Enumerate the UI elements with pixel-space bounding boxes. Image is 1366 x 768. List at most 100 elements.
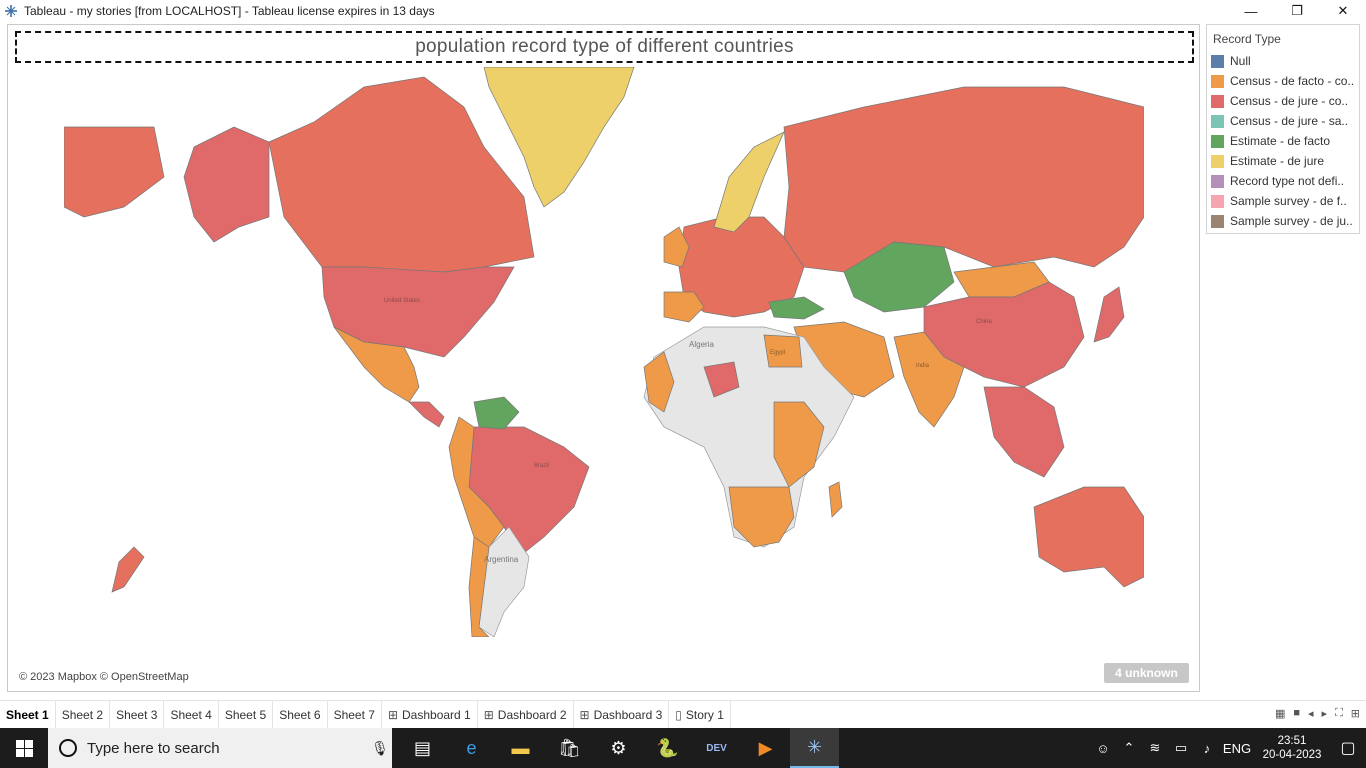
legend-swatch (1211, 54, 1224, 68)
tab-sheet-4[interactable]: Sheet 4 (164, 700, 219, 729)
map-region-east-africa[interactable] (773, 401, 825, 488)
settings-gear-icon[interactable]: ⚙ (610, 737, 627, 758)
wifi-icon[interactable]: ≋ (1149, 740, 1161, 755)
legend-item[interactable]: Sample survey - de ju.. (1207, 211, 1359, 231)
map-country-australia[interactable] (1033, 486, 1144, 588)
legend-swatch (1211, 214, 1224, 228)
legend-item[interactable]: Record type not defi.. (1207, 171, 1359, 191)
notification-center-icon[interactable]: ▢ (1340, 740, 1356, 757)
map-country-canada[interactable] (268, 76, 535, 273)
map-country-venezuela[interactable] (473, 396, 520, 430)
start-button[interactable] (0, 728, 48, 768)
close-button[interactable]: ✕ (1337, 3, 1349, 18)
legend-label: Estimate - de facto (1230, 134, 1331, 148)
legend-swatch (1211, 94, 1224, 108)
microsoft-store-icon[interactable]: 🛍 (558, 737, 581, 758)
task-view-icon[interactable]: ▤ (413, 737, 431, 758)
tab-dashboard-2[interactable]: ⊞ Dashboard 2 (478, 700, 574, 729)
tab-sheet-2[interactable]: Sheet 2 (56, 700, 111, 729)
map-attribution[interactable]: © 2023 Mapbox © OpenStreetMap (19, 671, 189, 683)
map-region-scandinavia[interactable] (713, 131, 785, 233)
dashboard-icon: ⊞ (387, 707, 398, 722)
microphone-icon[interactable]: 🎙 (371, 739, 389, 756)
dashboard-icon: ⊞ (579, 707, 590, 722)
taskbar-search-box[interactable]: Type here to search 🎙 (48, 728, 392, 768)
map-country-new-zealand[interactable] (111, 546, 145, 593)
media-player-icon[interactable]: ▶ (758, 737, 773, 758)
sheet-sorter-icon[interactable]: ⊞ (1350, 708, 1360, 720)
map-country-niger[interactable] (703, 361, 740, 398)
legend-swatch (1211, 154, 1224, 168)
system-clock[interactable]: 23:51 20-04-2023 (1254, 734, 1330, 762)
map-country-madagascar[interactable] (828, 481, 843, 518)
tab-sheet-6[interactable]: Sheet 6 (273, 700, 328, 729)
language-indicator[interactable]: ENG (1222, 740, 1252, 756)
map-country-alaska[interactable] (183, 126, 270, 243)
legend-item[interactable]: Census - de facto - co.. (1207, 71, 1359, 91)
legend-item[interactable]: Estimate - de facto (1207, 131, 1359, 151)
map-country-chile[interactable] (468, 536, 490, 637)
color-legend: Record Type Null Census - de facto - co..… (1206, 24, 1360, 234)
legend-item[interactable]: Census - de jure - co.. (1207, 91, 1359, 111)
tableau-taskbar-icon[interactable]: ✳ (790, 728, 839, 768)
legend-item[interactable]: Sample survey - de f.. (1207, 191, 1359, 211)
show-hidden-icons-chevron-icon[interactable]: ⌃ (1123, 740, 1135, 755)
tab-dashboard-1[interactable]: ⊞ Dashboard 1 (382, 700, 478, 729)
legend-item[interactable]: Null (1207, 51, 1359, 71)
map-country-egypt[interactable] (763, 334, 803, 368)
tab-label: Sheet 6 (279, 707, 321, 722)
legend-item[interactable]: Census - de jure - sa.. (1207, 111, 1359, 131)
map-country-kazakhstan[interactable] (843, 241, 955, 313)
map-country-india[interactable] (893, 331, 965, 428)
file-explorer-icon[interactable]: ▬ (511, 737, 530, 758)
show-filmstrip-icon[interactable]: ▦ (1274, 708, 1286, 720)
restore-button[interactable]: ❐ (1291, 3, 1303, 18)
map-region-southeast-asia[interactable] (983, 386, 1065, 478)
python-icon[interactable]: 🐍 (656, 737, 679, 758)
sheet-title[interactable]: population record type of different coun… (15, 31, 1194, 63)
tab-label: Sheet 3 (116, 707, 158, 722)
map-country-turkey[interactable] (768, 296, 825, 320)
tab-sheet-5[interactable]: Sheet 5 (219, 700, 274, 729)
system-tray: ☺ ⌃ ≋ ▭ ♪ ENG 23:51 20-04-2023 ▢ (1090, 728, 1366, 768)
battery-icon[interactable]: ▭ (1174, 740, 1188, 755)
map-country-greenland[interactable] (483, 67, 635, 208)
legend-label: Estimate - de jure (1230, 154, 1325, 168)
tab-sheet-3[interactable]: Sheet 3 (110, 700, 165, 729)
map-region-africa[interactable] (643, 326, 855, 548)
taskbar-apps: ▤ e ▬ 🛍 ⚙ 🐍 DEV ▶ ✳ (398, 728, 839, 768)
tab-dashboard-3[interactable]: ⊞ Dashboard 3 (574, 700, 670, 729)
map-country-japan[interactable] (1093, 286, 1125, 343)
tab-sheet-1[interactable]: Sheet 1 (0, 700, 56, 729)
map-country-mexico[interactable] (333, 326, 420, 403)
tab-sheet-7[interactable]: Sheet 7 (328, 700, 382, 729)
world-map[interactable]: Algeria United States India China Brazil… (64, 67, 1144, 637)
scroll-right-icon[interactable]: ▸ (1321, 708, 1328, 720)
minimize-button[interactable]: — (1244, 3, 1258, 19)
map-region-southern-africa[interactable] (728, 486, 795, 548)
map-country-russia-east[interactable] (64, 126, 165, 218)
map-country-russia[interactable] (783, 86, 1144, 273)
tab-label: Sheet 2 (61, 707, 104, 722)
map-region-west-africa[interactable] (643, 351, 675, 413)
unknown-count-badge[interactable]: 4 unknown (1104, 663, 1189, 683)
clock-date: 20-04-2023 (1262, 749, 1322, 761)
legend-label: Null (1230, 54, 1251, 68)
map-country-spain[interactable] (663, 291, 705, 323)
dev-cpp-icon[interactable]: DEV (706, 742, 727, 754)
edge-browser-icon[interactable]: e (466, 737, 477, 758)
scroll-left-icon[interactable]: ◂ (1308, 708, 1314, 720)
volume-icon[interactable]: ♪ (1203, 740, 1211, 756)
map-region-central-america[interactable] (408, 401, 445, 428)
show-tabs-icon[interactable]: ■ (1293, 707, 1301, 719)
tab-label: Story 1 (685, 707, 724, 722)
map-label-egypt: Egypt (770, 350, 786, 356)
map-country-uk[interactable] (663, 226, 690, 268)
legend-swatch (1211, 74, 1224, 88)
legend-item[interactable]: Estimate - de jure (1207, 151, 1359, 171)
tab-story-1[interactable]: ▯ Story 1 (669, 700, 731, 729)
people-icon[interactable]: ☺ (1096, 740, 1110, 756)
tab-label: Sheet 5 (224, 707, 267, 722)
legend-title: Record Type (1213, 32, 1281, 46)
fullscreen-icon[interactable]: ⛶ (1335, 707, 1343, 719)
